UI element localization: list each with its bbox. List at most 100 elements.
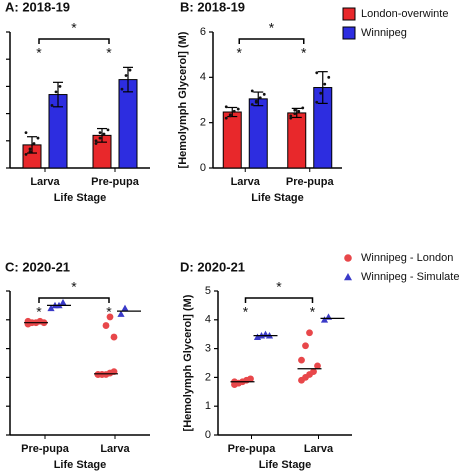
data-point — [102, 132, 106, 136]
significance-star: * — [243, 304, 249, 320]
data-point — [124, 74, 128, 77]
data-point — [327, 75, 331, 79]
data-point — [106, 313, 114, 321]
y-tick-label: 3 — [205, 343, 211, 355]
data-point — [319, 91, 323, 95]
y-tick-label: 2 — [200, 117, 206, 129]
y-tick-label: 6 — [200, 26, 206, 38]
data-point — [24, 317, 32, 325]
y-axis-title: [Hemolymph Glycerol] (M) — [182, 294, 194, 431]
data-point — [301, 106, 305, 110]
data-point — [117, 310, 125, 317]
legend-label: Winnipeg - London — [361, 252, 453, 264]
data-point — [98, 131, 102, 135]
significance-star: * — [269, 20, 275, 36]
data-point — [28, 150, 32, 154]
data-point — [24, 131, 28, 135]
data-point — [310, 368, 317, 376]
data-point — [128, 68, 132, 72]
panel-title: D: 2020-21 — [180, 259, 245, 274]
data-point — [250, 103, 254, 106]
data-point — [54, 90, 58, 94]
data-point — [293, 108, 297, 112]
data-point — [293, 112, 297, 115]
data-point — [236, 107, 240, 111]
x-tick-label: Larva — [304, 443, 334, 455]
x-tick-label: Larva — [30, 176, 60, 188]
y-tick-label: 0 — [205, 429, 211, 441]
data-point — [302, 342, 309, 350]
data-point — [258, 96, 262, 100]
data-point — [47, 304, 55, 312]
bracket — [38, 38, 110, 44]
significance-star: * — [301, 45, 307, 61]
significance-star: * — [71, 279, 77, 295]
data-point — [228, 114, 232, 118]
x-tick-label: Larva — [231, 176, 261, 188]
data-point — [250, 89, 254, 93]
panel-title: B: 2018-19 — [180, 0, 245, 14]
data-point — [224, 116, 228, 120]
x-tick-label: Pre-pupa — [21, 443, 70, 455]
bracket — [238, 38, 305, 44]
x-axis-title: Life Stage — [259, 459, 312, 471]
significance-star: * — [36, 45, 42, 61]
significance-star: * — [276, 279, 282, 295]
legend-swatch — [342, 7, 356, 21]
data-point — [110, 333, 118, 341]
data-point — [262, 92, 266, 96]
y-tick-label: 0 — [200, 162, 206, 174]
data-point — [224, 105, 228, 109]
x-tick-label: Larva — [100, 443, 130, 455]
data-point — [121, 304, 129, 312]
legend-label: London-overwinte — [361, 8, 448, 20]
bar — [222, 111, 242, 169]
data-point — [59, 298, 67, 306]
legend-swatch — [344, 273, 352, 281]
y-tick-label: 5 — [205, 285, 211, 297]
y-tick-label: 4 — [200, 71, 206, 83]
x-axis-title: Life Stage — [251, 192, 304, 204]
legend-swatch — [342, 26, 356, 40]
data-point — [254, 100, 258, 104]
data-point — [24, 153, 28, 156]
data-point — [306, 329, 313, 337]
data-point — [94, 142, 98, 145]
data-point — [98, 136, 102, 140]
bar — [118, 79, 138, 169]
panel-title: C: 2020-21 — [5, 259, 70, 274]
legend-label: Winnipeg — [361, 27, 407, 39]
data-point — [314, 362, 321, 370]
bar — [248, 98, 268, 169]
data-point — [28, 147, 32, 151]
y-tick-label: 1 — [205, 400, 211, 412]
bracket — [244, 297, 314, 303]
x-tick-label: Pre-pupa — [228, 443, 277, 455]
significance-star: * — [71, 20, 77, 36]
y-tick-label: 4 — [205, 314, 211, 326]
data-point — [50, 104, 54, 107]
bar — [287, 112, 307, 169]
y-tick-label: 2 — [205, 371, 211, 383]
data-point — [58, 85, 62, 88]
data-point — [297, 109, 301, 113]
panel-title: A: 2018-19 — [5, 0, 70, 14]
data-point — [94, 139, 98, 143]
data-point — [232, 109, 236, 113]
significance-star: * — [106, 304, 112, 320]
x-axis-title: Life Stage — [54, 459, 107, 471]
significance-star: * — [36, 304, 42, 320]
data-point — [32, 142, 36, 145]
data-point — [315, 100, 319, 104]
data-point — [98, 371, 106, 378]
data-point — [298, 356, 305, 364]
x-tick-label: Pre-pupa — [286, 176, 335, 188]
data-point — [106, 128, 110, 132]
significance-star: * — [237, 45, 243, 61]
legend-label: Winnipeg - Simulate — [361, 271, 459, 283]
x-tick-label: Pre-pupa — [91, 176, 140, 188]
legend-swatch — [344, 254, 352, 262]
data-point — [247, 375, 254, 383]
y-axis-title: [Hemolymph Glycerol] (M) — [177, 31, 189, 168]
